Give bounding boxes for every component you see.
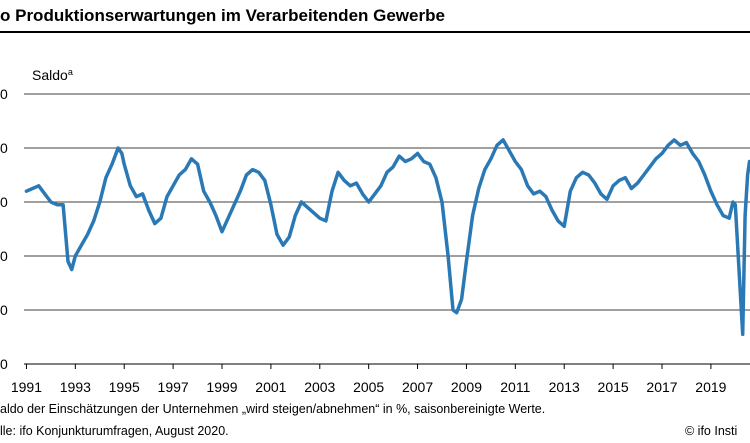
x-tick-label: 2009	[451, 379, 482, 395]
x-tick-label: 2011	[500, 379, 530, 395]
y-tick-label: 0	[0, 86, 8, 102]
footnote: aldo der Einschätzungen der Unternehmen …	[0, 402, 546, 416]
x-tick-label: 1993	[60, 379, 91, 395]
line-chart: 0 0 0 0 0 0 Saldoa 1991 1993 1995 1997 1999 2001 20…	[0, 67, 750, 395]
x-tick-label: 2015	[598, 379, 629, 395]
y-axis-label-superscript: a	[68, 67, 73, 77]
chart-title: o Produktionserwartungen im Verarbeitend…	[0, 6, 445, 25]
x-tick-label: 1997	[158, 379, 189, 395]
x-tick-label: 2003	[304, 379, 335, 395]
gridlines	[24, 93, 750, 311]
y-tick-label: 0	[0, 356, 8, 372]
x-tick-label: 2001	[255, 379, 286, 395]
x-tick-label: 2017	[646, 379, 677, 395]
x-tick-label: 1995	[109, 379, 140, 395]
x-axis-ticks: 1991 1993 1995 1997 1999 2001 2003 2005 2007 2009…	[11, 364, 727, 395]
x-tick-label: 2013	[549, 379, 580, 395]
y-tick-label: 0	[0, 302, 8, 318]
series-line	[24, 138, 750, 337]
x-tick-label: 2007	[402, 379, 433, 395]
x-tick-label: 1991	[11, 379, 42, 395]
y-tick-label: 0	[0, 140, 8, 156]
copyright-note: © ifo Insti	[685, 424, 738, 438]
x-tick-label: 1999	[206, 379, 237, 395]
y-axis-label: Saldoa	[32, 67, 73, 83]
y-tick-label: 0	[0, 194, 8, 210]
x-tick-label: 2019	[695, 379, 726, 395]
y-axis-label-text: Saldo	[32, 67, 68, 83]
title-divider	[0, 31, 750, 33]
y-tick-label: 0	[0, 248, 8, 264]
y-axis-tick-labels: 0 0 0 0 0 0	[0, 86, 8, 372]
data-series	[24, 138, 750, 337]
x-tick-label: 2005	[353, 379, 384, 395]
source-note: lle: ifo Konjunkturumfragen, August 2020…	[0, 424, 229, 438]
